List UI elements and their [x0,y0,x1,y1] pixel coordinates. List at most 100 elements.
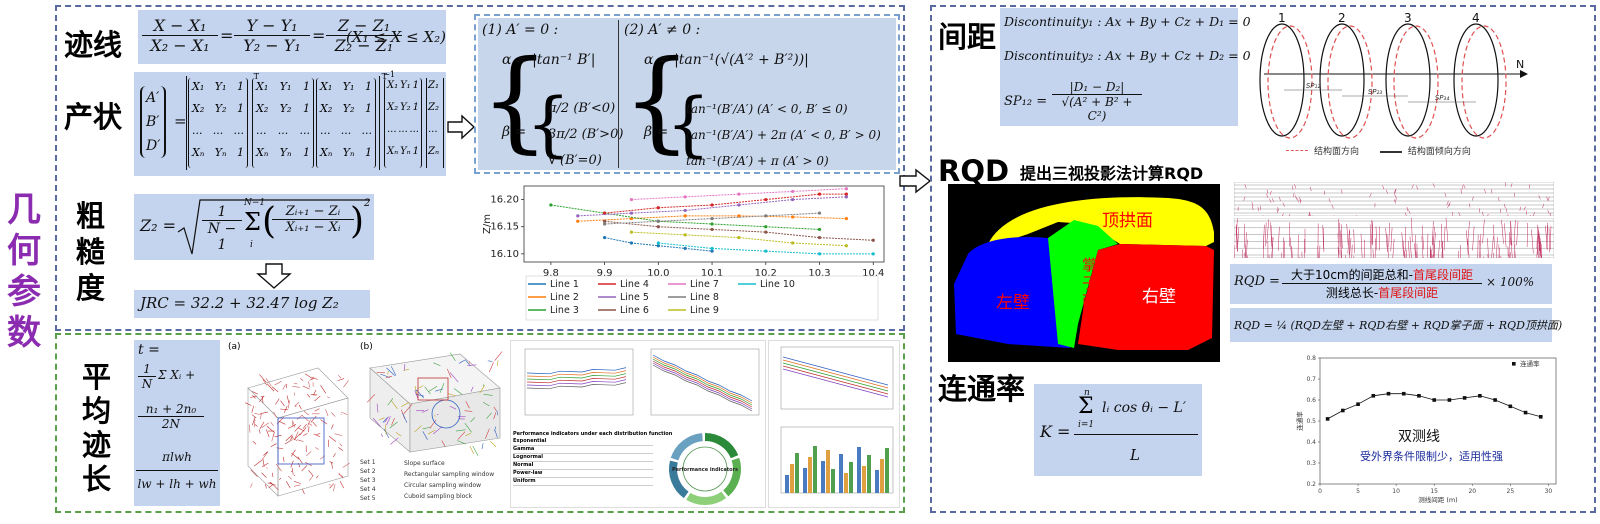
connectivity-point [1325,417,1330,421]
joint-trace [1353,229,1355,254]
trace-segment [465,401,470,409]
joint-trace [1540,243,1543,258]
connectivity-point [1356,402,1360,406]
table-row: Uniform [513,478,653,486]
tunnel-regions [954,197,1214,350]
series-point [549,203,553,207]
legend-label: Line 5 [620,292,649,303]
trace-segment [380,433,383,438]
plot-frame [780,346,894,410]
bar [849,462,853,493]
attitude-matrix-row: ......... [320,124,372,137]
joint-trace [1431,221,1434,246]
right-arrow-icon [447,114,476,140]
series-point [737,203,741,207]
x-tick-label: 10.2 [755,268,777,279]
trace-frac3-den: Z₂ − Z₁ [334,36,394,55]
trace-segment [254,413,261,416]
trace-segment [338,447,344,451]
connectivity-chart: 0.2 0.3 0.4 0.5 0.6 0.7 0.8 0 5 10 15 20 25 30 测线间距 (m… [1295,355,1557,504]
series-point [871,238,875,242]
joint-trace [1347,229,1350,254]
legend-set: Set 1 [360,459,376,466]
trend-line [782,362,889,392]
trace-segment [254,419,256,428]
trace-segment [422,409,429,413]
joint-trace [1271,237,1274,258]
matrix-cell: Yₙ [342,146,355,159]
mt-frac3-num: πlwh [136,450,218,471]
bar [813,446,817,493]
matrix-cell: Xₙ [320,146,333,159]
series-point [844,192,848,196]
legend-window: Circular sampling window [404,482,482,489]
bar [803,468,807,493]
legend-label: Line 6 [620,305,649,316]
trace-segment [485,428,490,439]
series-point [844,244,848,248]
trace-frac2-den: Y₂ − Y₁ [243,36,301,55]
trace-segment [457,440,466,445]
distribution-line [526,382,627,390]
mt-frac2-den: 2N [161,417,181,431]
rhs-cell: Z₁ [428,80,439,91]
trace-segment [302,423,307,429]
bar [821,461,825,493]
inverse-bracket: −1 [186,70,395,170]
spacing-label: SP₁₂ [1306,82,1320,90]
rqd-subtitle: 提出三视投影法计算RQD [1020,164,1204,183]
joint-trace [1487,238,1489,258]
table-row-label: Uniform [513,478,536,484]
trace-frac1-num: X − X₁ [142,16,218,36]
matrix-cell: X₂ [192,102,205,115]
joint-trace [1483,189,1487,194]
joint-trace [1516,221,1519,246]
attitude-lhs-a: A′ [146,90,160,106]
matrix-cell: Y₁ [279,80,292,93]
trace-segment [496,360,499,366]
series-point [656,219,660,223]
joint-trace [1269,190,1272,195]
y-tick-label: 0.7 [1306,376,1316,383]
attitude-lhs: A′ B′ D′ [140,86,167,158]
z2-frac-num: 1 [202,204,242,221]
trace-segment [290,435,294,440]
attitude-rhs-vector: Z₁ Z₂... Zₙ [426,78,444,168]
matrix-cell: ... [320,124,331,137]
legend-dip: 结构面倾向方向 [1407,147,1471,157]
case2-beta-brace: { [666,83,711,165]
distribution-plot-a [524,348,634,416]
performance-table: Performance indicators under each distri… [513,431,672,486]
series-point [737,235,741,240]
legend-label: 连通率 [1520,359,1540,368]
trace-segment [314,395,321,402]
series-point [764,249,768,253]
rqd-f1-den-b: 首尾段间距 [1378,286,1439,300]
joint-trace [1479,233,1482,258]
down-arrow-icon [256,263,292,289]
connectivity-point [1538,415,1543,419]
series-point [683,214,687,218]
joint-trace [1309,186,1312,192]
trace-segment [330,461,334,464]
trace-segment [245,402,252,406]
mt-frac1-num: 1 [138,362,156,377]
trace-segment [447,393,456,397]
joint-trace [1469,203,1471,208]
connectivity-point [1371,394,1376,398]
axis-arrow-icon [1520,70,1528,78]
distribution-line [652,360,753,408]
connectivity-point [1447,398,1452,402]
mt-frac1-den: N [141,377,153,391]
matrix-cell: 1 [302,80,310,93]
plot-frame [1319,357,1557,485]
attitude-lhs-b: B′ [146,114,160,130]
trace-segment [275,463,282,472]
trace-segment [479,385,485,394]
matrix-cell: 1 [412,102,419,113]
rqd-f1-den-a: 测线总长- [1325,286,1379,300]
trace-segment [304,373,313,380]
joint-trace [1277,206,1279,212]
attitude-matrix: X₁ Y₁ 1 X₂ Y₂ 1......... Xₙ Yₙ 1 T [188,72,259,168]
matrix-cell: Xₙ [256,146,269,159]
